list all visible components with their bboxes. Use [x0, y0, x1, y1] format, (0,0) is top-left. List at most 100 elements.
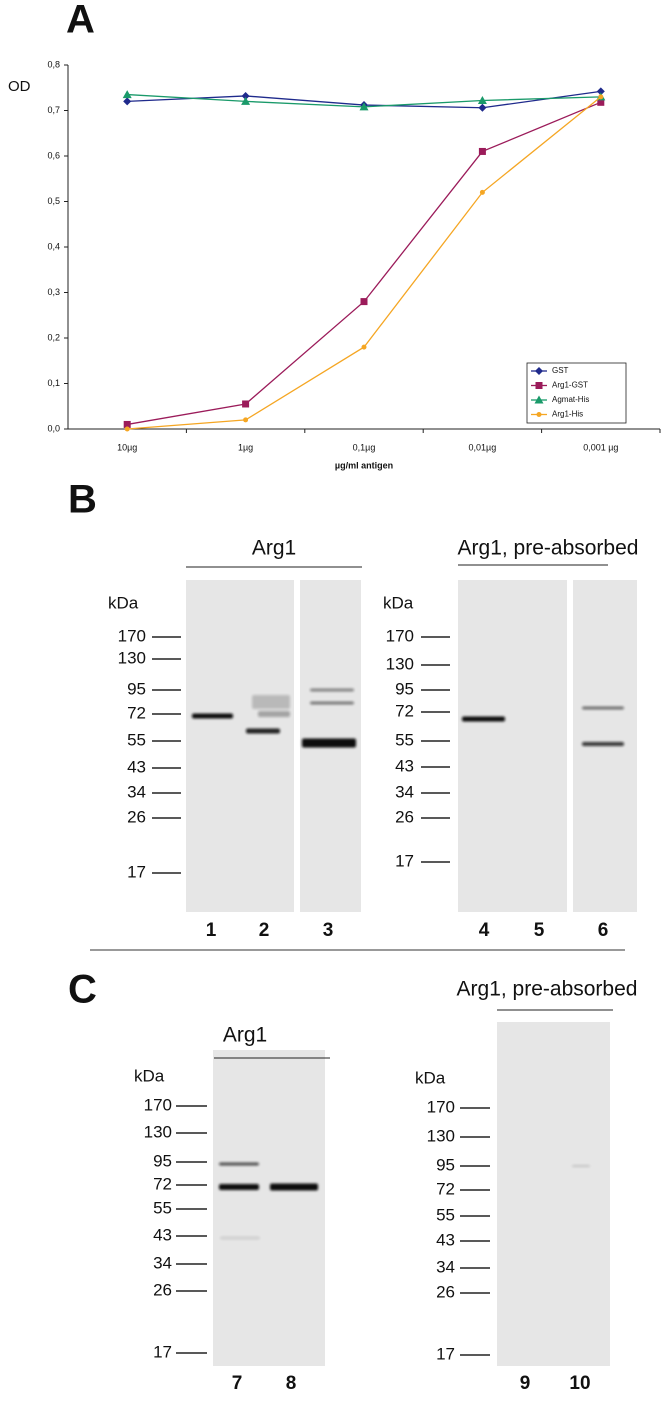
group-title: Arg1 [252, 537, 296, 560]
band [252, 695, 290, 709]
y-tick-label: 0,7 [47, 105, 60, 115]
marker-label: 17 [153, 1342, 172, 1361]
point [598, 94, 604, 100]
marker-label: 130 [144, 1122, 172, 1141]
legend-label: Arg1-His [552, 410, 583, 419]
marker-label: 72 [153, 1174, 172, 1193]
marker-label: 26 [436, 1282, 455, 1301]
marker-label: 17 [436, 1344, 455, 1363]
unit-label: kDa [108, 593, 139, 612]
x-tick-label: 0,1µg [353, 442, 376, 452]
point [361, 344, 367, 350]
band [572, 1165, 590, 1167]
y-tick-label: 0,6 [47, 150, 60, 160]
unit-label: kDa [383, 593, 414, 612]
band [219, 1162, 259, 1166]
point [359, 102, 369, 111]
y-tick-label: 0,0 [47, 423, 60, 433]
y-tick-label: 0,2 [47, 332, 60, 342]
panel-label: C [68, 968, 97, 1012]
blot-image [213, 1050, 325, 1366]
lane-number: 7 [232, 1373, 243, 1394]
lane-number: 8 [286, 1373, 297, 1394]
blot-image [186, 580, 294, 912]
band [192, 713, 233, 719]
marker-label: 170 [427, 1097, 455, 1116]
band [582, 706, 624, 710]
y-tick-label: 0,8 [47, 59, 60, 69]
point [479, 189, 485, 195]
marker-label: 55 [436, 1205, 455, 1224]
unit-label: kDa [134, 1066, 165, 1085]
marker-label: 55 [153, 1198, 172, 1217]
marker-label: 34 [395, 782, 414, 801]
band [302, 738, 356, 748]
marker-label: 72 [395, 701, 414, 720]
marker-label: 43 [436, 1230, 455, 1249]
x-tick-label: 1µg [238, 442, 253, 452]
marker-label: 72 [436, 1179, 455, 1198]
band [310, 688, 354, 692]
lane-number: 5 [534, 920, 545, 941]
point [242, 400, 250, 408]
lane-number: 2 [259, 920, 270, 941]
lane-number: 3 [323, 920, 334, 941]
y-tick-label: 0,5 [47, 196, 60, 206]
panel-label: B [68, 478, 97, 522]
y-tick-label: 0,1 [47, 378, 60, 388]
marker-label: 43 [395, 756, 414, 775]
x-tick-label: 0,001 µg [583, 442, 618, 452]
legend-label: Agmat-His [552, 395, 589, 404]
point [477, 95, 487, 104]
point [122, 90, 132, 99]
band [220, 1236, 260, 1240]
blot-image [497, 1022, 610, 1366]
band [270, 1183, 318, 1191]
point [360, 298, 368, 306]
legend-marker [536, 412, 542, 417]
group-title: Arg1 [223, 1024, 267, 1047]
lane-number: 9 [520, 1373, 531, 1394]
band [462, 716, 505, 722]
legend-marker [534, 395, 544, 404]
legend-box [526, 362, 627, 424]
band [582, 742, 624, 746]
band [219, 1184, 259, 1190]
lane-number: 6 [598, 920, 609, 941]
lane-number: 4 [479, 920, 490, 941]
marker-label: 43 [127, 757, 146, 776]
point [241, 91, 250, 100]
marker-label: 34 [436, 1257, 455, 1276]
marker-label: 95 [395, 679, 414, 698]
unit-label: kDa [415, 1068, 446, 1087]
marker-label: 95 [436, 1155, 455, 1174]
panel-label: A [66, 0, 95, 42]
legend-marker [535, 367, 543, 375]
point [123, 97, 132, 106]
marker-label: 130 [427, 1126, 455, 1145]
legend-label: GST [552, 366, 569, 375]
point [124, 426, 130, 432]
point [597, 98, 605, 106]
marker-label: 26 [395, 807, 414, 826]
marker-label: 26 [153, 1280, 172, 1299]
group-title: Arg1, pre-absorbed [458, 537, 639, 560]
y-axis-label: OD [8, 78, 31, 95]
x-tick-label: 10µg [117, 442, 137, 452]
marker-label: 43 [153, 1225, 172, 1244]
point [123, 420, 131, 428]
blot-image [458, 580, 567, 912]
band [310, 701, 354, 705]
point [478, 103, 487, 112]
y-tick-label: 0,3 [47, 287, 60, 297]
marker-label: 55 [127, 730, 146, 749]
legend-label: Arg1-GST [552, 381, 588, 390]
marker-label: 130 [386, 654, 414, 673]
band [258, 711, 290, 717]
lane-number: 1 [206, 920, 217, 941]
marker-label: 34 [153, 1253, 172, 1272]
lane-number: 10 [569, 1373, 590, 1394]
marker-label: 17 [395, 851, 414, 870]
marker-label: 95 [127, 679, 146, 698]
